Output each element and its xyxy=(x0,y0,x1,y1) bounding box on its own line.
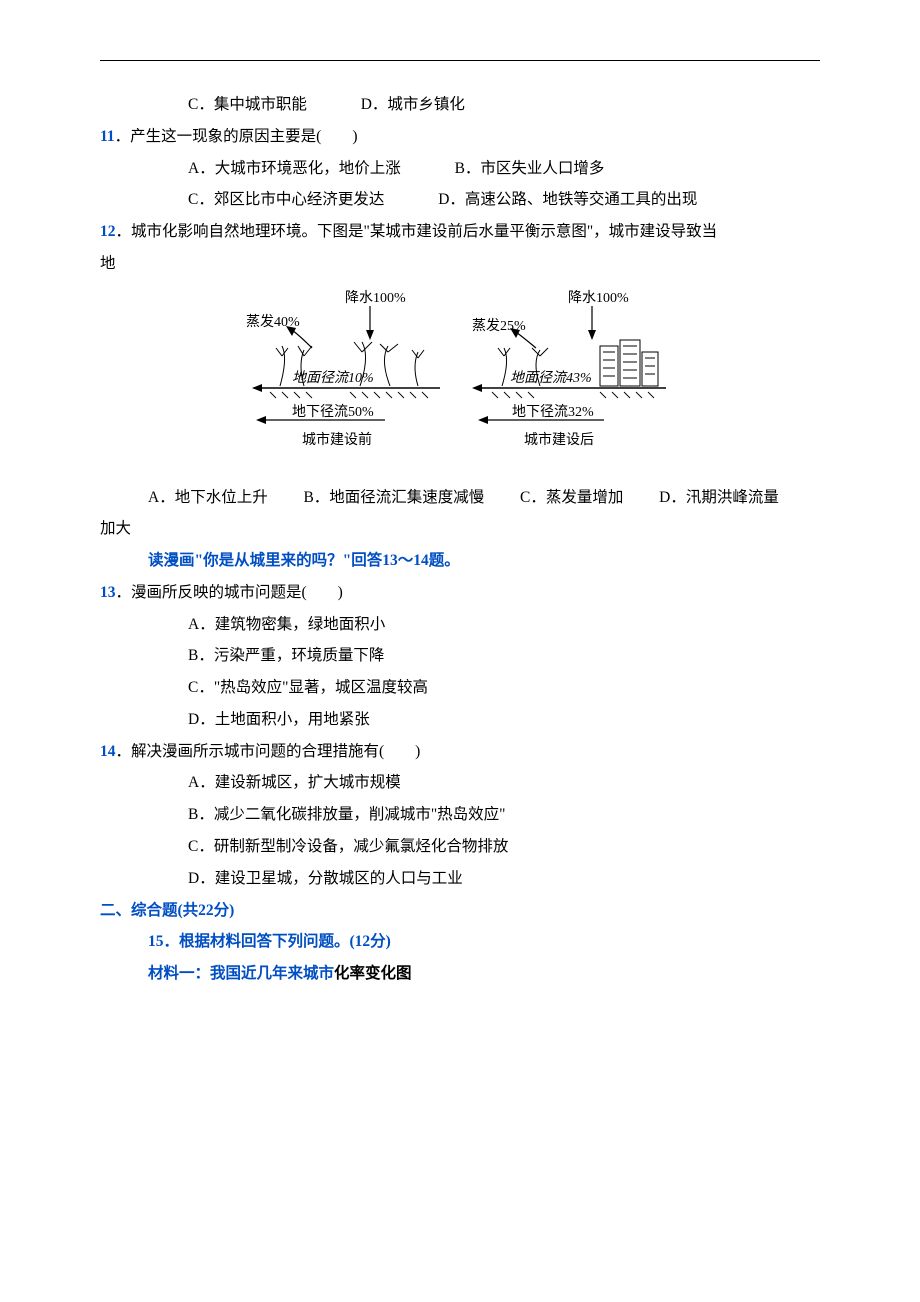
q13-opt-d-row: D．土地面积小，用地紧张 xyxy=(100,704,820,736)
section2-text: 二、综合题(共22分) xyxy=(100,902,234,919)
q12-opt-d2: 加大 xyxy=(100,520,131,537)
surface-label-left: 地面径流10% xyxy=(292,370,374,386)
q14-opt-c-row: C．研制新型制冷设备，减少氟氯烃化合物排放 xyxy=(100,831,820,863)
q15-mat1b: 化率变化图 xyxy=(334,965,412,982)
q14-stem: ．解决漫画所示城市问题的合理措施有( ) xyxy=(116,743,421,760)
section2-heading: 二、综合题(共22分) xyxy=(100,895,820,927)
q15-mat1a: 材料一：我国近几年来城市 xyxy=(148,965,334,982)
q12-opt-d: D．汛期洪峰流量 xyxy=(659,489,779,506)
q11-opt-a: A．大城市环境恶化，地价上涨 xyxy=(188,160,401,177)
q12-opt-d-cont: 加大 xyxy=(100,513,820,545)
q14-opt-a: A．建设新城区，扩大城市规模 xyxy=(188,774,401,791)
q13-opt-d: D．土地面积小，用地紧张 xyxy=(188,711,370,728)
q12-opt-c: C．蒸发量增加 xyxy=(520,489,623,506)
q11-opt-c: C．郊区比市中心经济更发达 xyxy=(188,191,384,208)
q10-opt-d: D．城市乡镇化 xyxy=(361,96,465,113)
q13-opt-c-row: C．"热岛效应"显著，城区温度较高 xyxy=(100,672,820,704)
q13-opt-b-row: B．污染严重，环境质量下降 xyxy=(100,640,820,672)
q14-opt-d: D．建设卫星城，分散城区的人口与工业 xyxy=(188,870,463,887)
q11-opt-b: B．市区失业人口增多 xyxy=(455,160,605,177)
q13-opt-a-row: A．建筑物密集，绿地面积小 xyxy=(100,609,820,641)
q12-stem2: 地 xyxy=(100,255,116,272)
q11-options-ab: A．大城市环境恶化，地价上涨 B．市区失业人口增多 xyxy=(100,153,820,185)
q13-stem-row: 13．漫画所反映的城市问题是( ) xyxy=(100,577,820,609)
q11-options-cd: C．郊区比市中心经济更发达 D．高速公路、地铁等交通工具的出现 xyxy=(100,184,820,216)
q15-stem-row: 15．根据材料回答下列问题。(12分) xyxy=(100,926,820,958)
precip-label-left: 降水100% xyxy=(345,290,406,306)
q14-opt-b: B．减少二氧化碳排放量，削减城市"热岛效应" xyxy=(188,806,506,823)
q13-stem: ．漫画所反映的城市问题是( ) xyxy=(116,584,343,601)
q12-stem1: ．城市化影响自然地理环境。下图是"某城市建设前后水量平衡示意图"，城市建设导致当 xyxy=(116,223,718,240)
q15-stem: 15．根据材料回答下列问题。(12分) xyxy=(148,933,391,950)
q14-opt-d-row: D．建设卫星城，分散城区的人口与工业 xyxy=(100,863,820,895)
q13-opt-b: B．污染严重，环境质量下降 xyxy=(188,647,384,664)
q11-stem: ．产生这一现象的原因主要是( ) xyxy=(115,128,358,145)
q11-opt-d: D．高速公路、地铁等交通工具的出现 xyxy=(438,191,697,208)
q12-diagram: 降水100% 蒸发40% 地面径流10% xyxy=(240,286,680,472)
q12-options-row: A．地下水位上升 B．地面径流汇集速度减慢 C．蒸发量增加 D．汛期洪峰流量 xyxy=(100,482,820,514)
top-divider xyxy=(100,60,820,61)
q13-opt-a: A．建筑物密集，绿地面积小 xyxy=(188,616,385,633)
underground-label-left: 地下径流50% xyxy=(292,404,374,420)
exam-page: C．集中城市职能 D．城市乡镇化 11．产生这一现象的原因主要是( ) A．大城… xyxy=(0,0,920,1302)
q14-number: 14 xyxy=(100,743,116,760)
q12-opt-a: A．地下水位上升 xyxy=(148,489,268,506)
q13-opt-c: C．"热岛效应"显著，城区温度较高 xyxy=(188,679,428,696)
q10-options-cd: C．集中城市职能 D．城市乡镇化 xyxy=(100,89,820,121)
surface-label-right: 地面径流43% xyxy=(510,370,592,386)
q12-opt-b: B．地面径流汇集速度减慢 xyxy=(303,489,484,506)
precip-label-right: 降水100% xyxy=(568,290,629,306)
q10-opt-c: C．集中城市职能 xyxy=(188,96,307,113)
q15-mat1-row: 材料一：我国近几年来城市化率变化图 xyxy=(100,958,820,990)
q14-opt-b-row: B．减少二氧化碳排放量，削减城市"热岛效应" xyxy=(100,799,820,831)
preface-1314: 读漫画"你是从城里来的吗？"回答13～14题。 xyxy=(100,545,820,577)
q14-opt-c: C．研制新型制冷设备，减少氟氯烃化合物排放 xyxy=(188,838,508,855)
caption-left: 城市建设前 xyxy=(302,431,372,448)
caption-right: 城市建设后 xyxy=(524,431,594,448)
q12-stem-row2: 地 xyxy=(100,248,820,280)
q14-stem-row: 14．解决漫画所示城市问题的合理措施有( ) xyxy=(100,736,820,768)
q11-stem-row: 11．产生这一现象的原因主要是( ) xyxy=(100,121,820,153)
q14-opt-a-row: A．建设新城区，扩大城市规模 xyxy=(100,767,820,799)
underground-label-right: 地下径流32% xyxy=(512,404,594,420)
preface-1314-text: 读漫画"你是从城里来的吗？"回答13～14题。 xyxy=(148,552,460,569)
q11-number: 11 xyxy=(100,128,115,145)
q13-number: 13 xyxy=(100,584,116,601)
q12-stem-row1: 12．城市化影响自然地理环境。下图是"某城市建设前后水量平衡示意图"，城市建设导… xyxy=(100,216,820,248)
q12-number: 12 xyxy=(100,223,116,240)
